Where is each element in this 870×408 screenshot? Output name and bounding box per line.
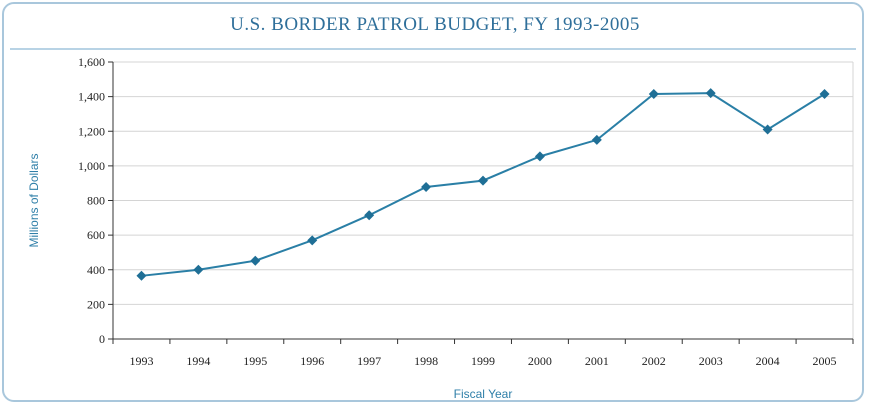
y-tick-label: 1,400 xyxy=(78,90,105,104)
y-tick-label: 400 xyxy=(87,263,105,277)
x-tick-label: 2002 xyxy=(642,354,666,368)
x-tick-labels: 1993 1994 1995 1996 1997 1998 1999 2000 2001 2002… xyxy=(129,354,836,368)
series-group xyxy=(136,88,830,281)
title-divider xyxy=(10,48,856,50)
axes xyxy=(108,61,854,344)
x-tick-label: 2004 xyxy=(756,354,780,368)
y-tick-label: 200 xyxy=(87,297,105,311)
y-tick-label: 0 xyxy=(99,332,105,346)
data-point xyxy=(534,151,545,162)
x-tick-label: 1999 xyxy=(471,354,495,368)
chart-frame xyxy=(2,2,864,402)
x-tick-label: 1997 xyxy=(357,354,381,368)
data-point xyxy=(648,89,659,100)
data-point xyxy=(250,255,261,266)
x-axis-title: Fiscal Year xyxy=(454,387,513,401)
data-point xyxy=(307,235,318,246)
data-point xyxy=(591,134,602,145)
data-point xyxy=(193,264,204,275)
y-tick-label: 1,000 xyxy=(78,159,105,173)
y-tick-label: 600 xyxy=(87,228,105,242)
x-tick-label: 1995 xyxy=(243,354,267,368)
y-tick-label: 800 xyxy=(87,194,105,208)
data-point xyxy=(421,181,432,192)
x-tick-label: 1996 xyxy=(300,354,324,368)
y-tick-label: 1,600 xyxy=(78,55,105,69)
y-tick-labels: 0 200 400 600 800 1,000 1,200 1,400 1,600 xyxy=(78,55,105,346)
chart-title: U.S. BORDER PATROL BUDGET, FY 1993-2005 xyxy=(230,14,640,35)
x-tick-label: 1998 xyxy=(414,354,438,368)
x-tick-label: 2003 xyxy=(699,354,723,368)
x-tick-label: 1993 xyxy=(129,354,153,368)
data-point xyxy=(762,124,773,135)
data-point xyxy=(136,270,147,281)
x-tick-label: 1994 xyxy=(186,354,210,368)
y-axis-title: Millions of Dollars xyxy=(27,153,41,247)
x-tick-label: 2000 xyxy=(528,354,552,368)
data-point xyxy=(819,89,830,100)
x-tick-label: 2005 xyxy=(813,354,837,368)
y-tick-label: 1,200 xyxy=(78,124,105,138)
data-point xyxy=(705,88,716,99)
x-tick-label: 2001 xyxy=(585,354,609,368)
data-point xyxy=(364,210,375,221)
data-point xyxy=(478,175,488,186)
grid-lines xyxy=(113,61,854,339)
